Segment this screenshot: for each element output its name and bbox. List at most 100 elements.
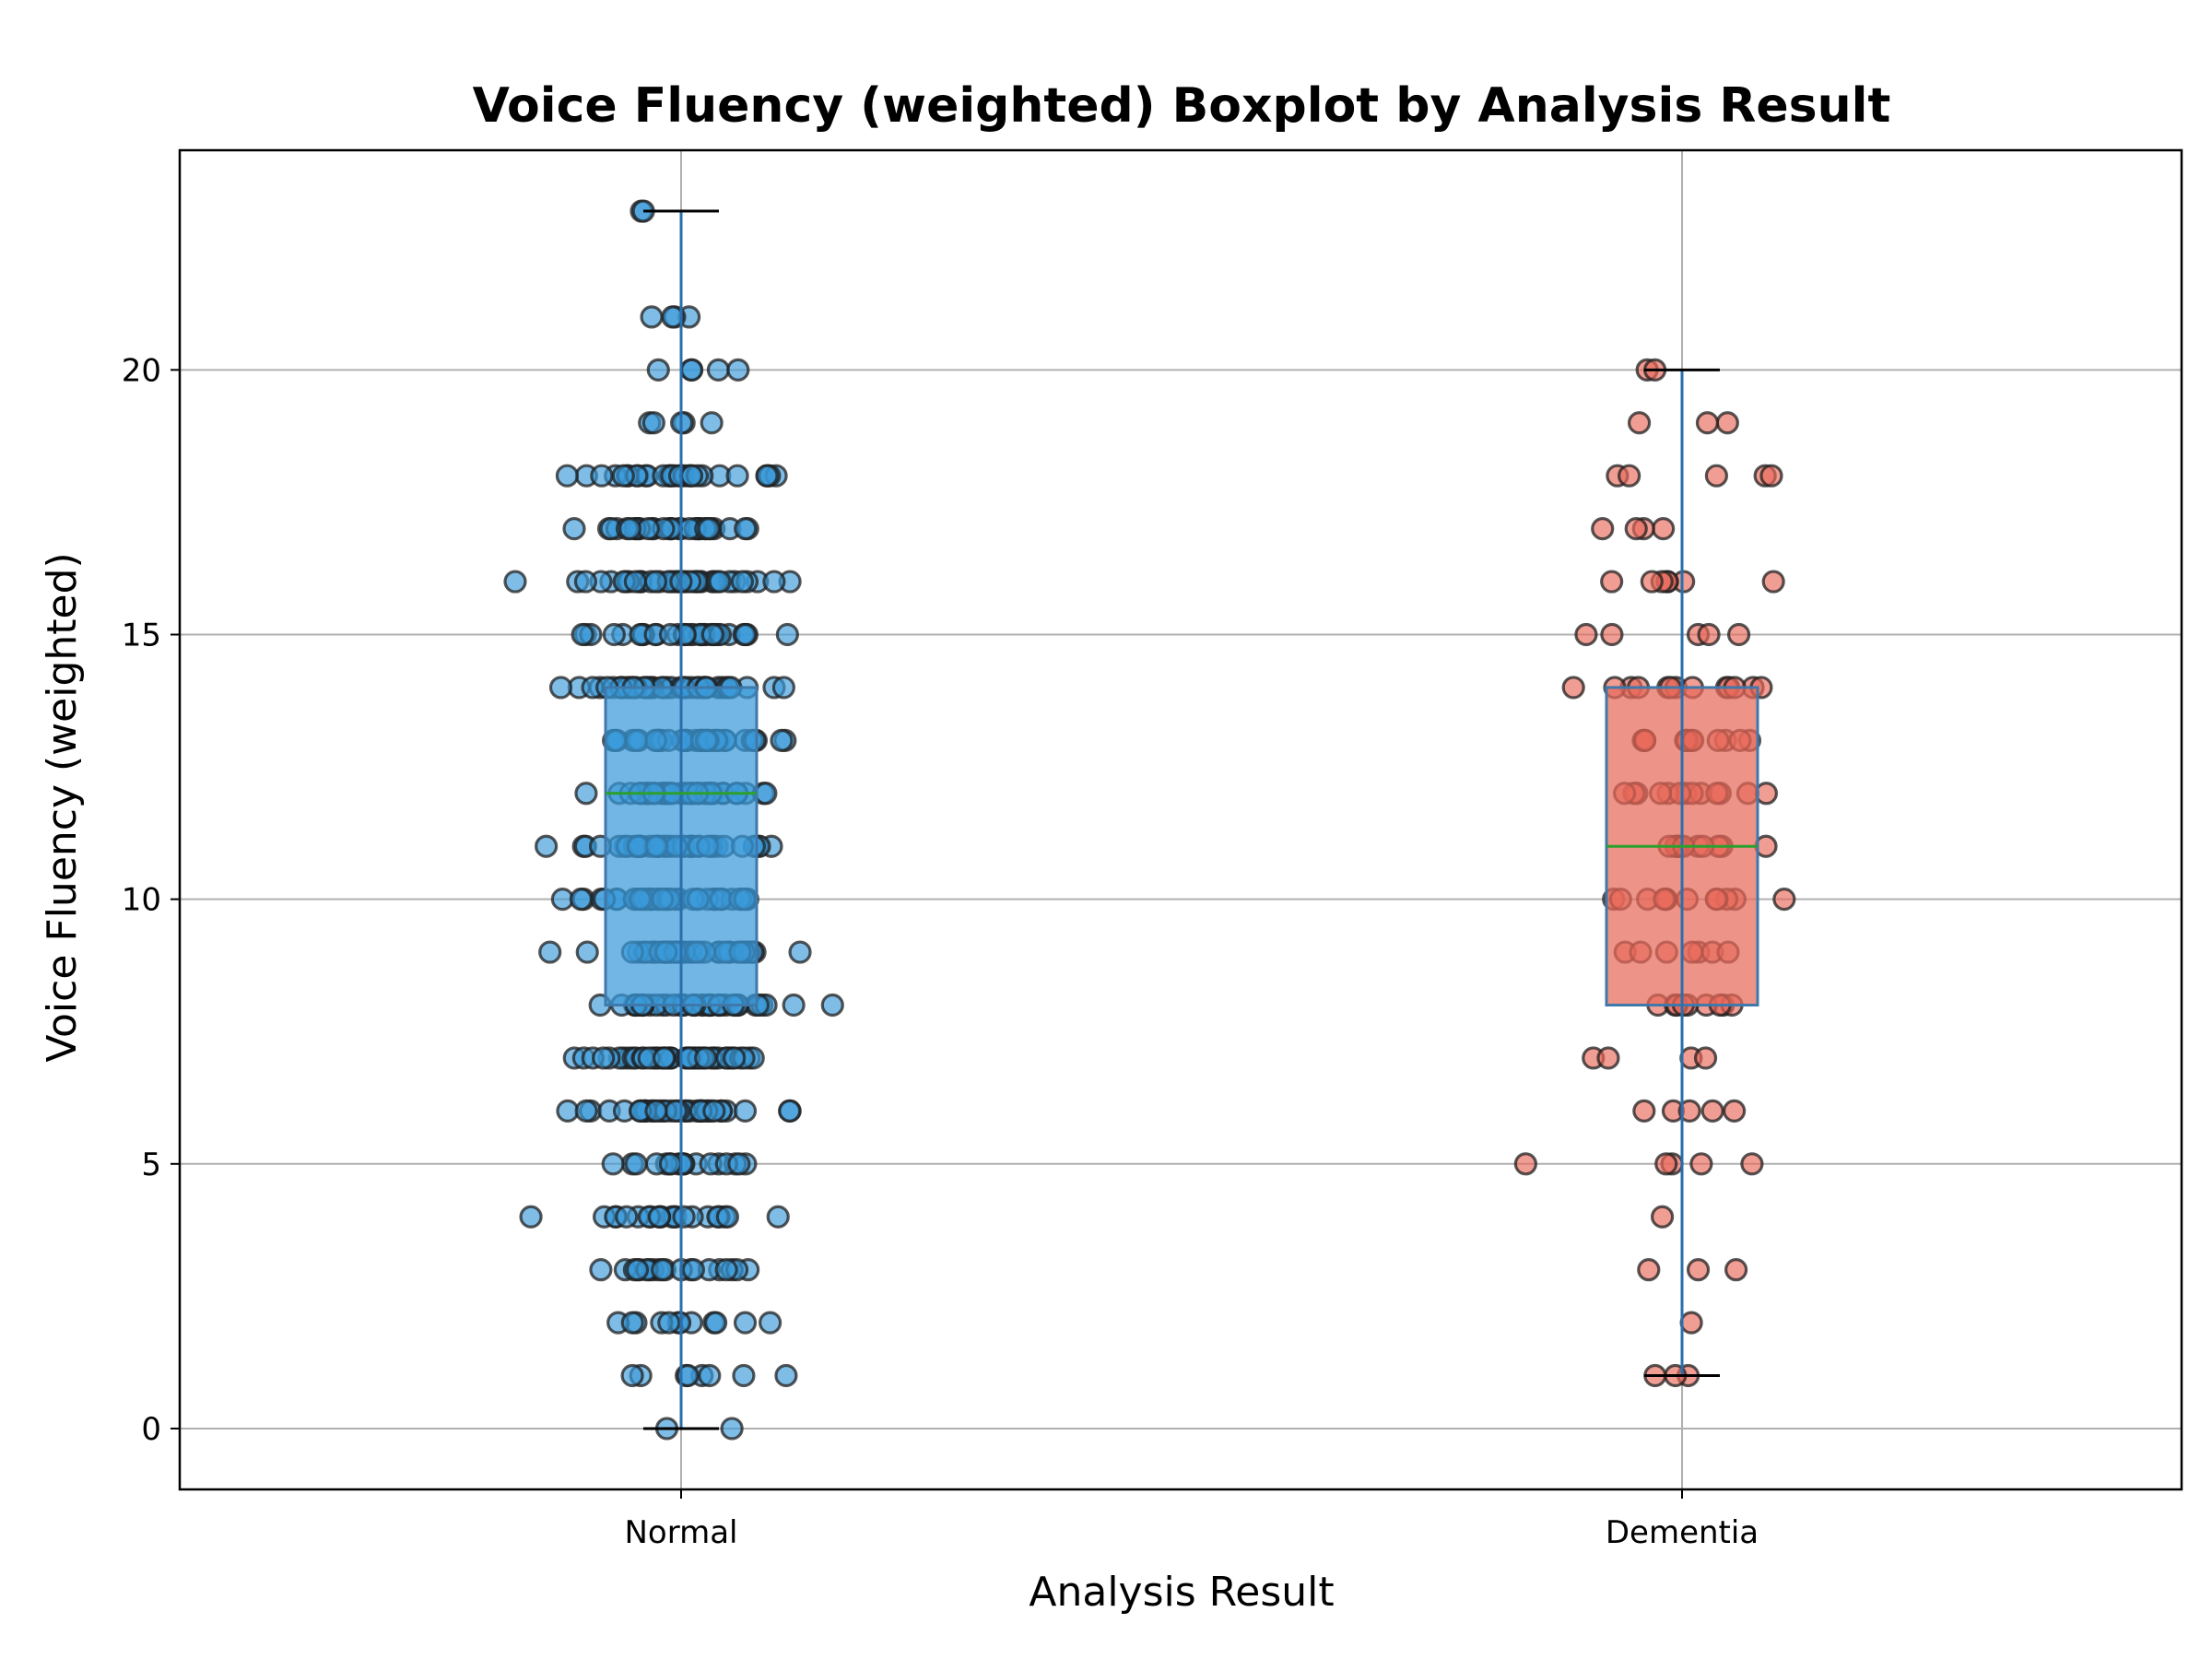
data-point-normal bbox=[715, 1205, 740, 1229]
data-point-normal bbox=[569, 888, 593, 912]
data-point-dementia bbox=[1724, 1258, 1748, 1282]
data-point-normal bbox=[562, 517, 586, 541]
data-point-normal bbox=[646, 358, 670, 382]
y-tick-label: 0 bbox=[141, 1411, 161, 1448]
data-point-normal bbox=[503, 570, 527, 594]
data-point-normal bbox=[726, 358, 750, 382]
data-point-dementia bbox=[1591, 517, 1615, 541]
data-point-normal bbox=[681, 1258, 705, 1282]
data-point-dementia bbox=[1632, 1099, 1656, 1123]
data-point-normal bbox=[727, 1152, 751, 1176]
data-point-normal bbox=[548, 676, 573, 700]
data-point-normal bbox=[625, 1258, 650, 1282]
data-point-dementia bbox=[1640, 570, 1664, 594]
data-point-dementia bbox=[1561, 676, 1585, 700]
x-tick-label-normal: Normal bbox=[624, 1514, 737, 1551]
data-point-normal bbox=[778, 1099, 802, 1123]
data-point-dementia bbox=[1695, 411, 1720, 435]
x-axis-label: Analysis Result bbox=[1029, 1569, 1334, 1616]
data-point-dementia bbox=[1600, 570, 1624, 594]
data-point-dementia bbox=[1627, 411, 1652, 435]
data-point-normal bbox=[770, 728, 794, 752]
data-point-normal bbox=[732, 1363, 756, 1388]
data-point-dementia bbox=[1761, 570, 1785, 594]
data-point-normal bbox=[771, 676, 795, 700]
chart-title: Voice Fluency (weighted) Boxplot by Anal… bbox=[473, 78, 1891, 134]
data-point-normal bbox=[611, 464, 635, 488]
data-point-normal bbox=[571, 622, 594, 647]
data-point-dementia bbox=[1600, 622, 1624, 647]
data-point-dementia bbox=[1704, 464, 1729, 488]
data-point-normal bbox=[623, 570, 647, 594]
data-point-normal bbox=[624, 1152, 648, 1176]
data-point-normal bbox=[733, 1311, 758, 1335]
data-point-normal bbox=[734, 622, 758, 647]
data-point-normal bbox=[820, 993, 844, 1018]
data-point-normal bbox=[733, 1099, 758, 1123]
boxes bbox=[604, 209, 1759, 1430]
data-point-normal bbox=[700, 411, 724, 435]
data-point-dementia bbox=[1618, 464, 1641, 488]
data-point-dementia bbox=[1723, 1099, 1747, 1123]
y-tick-label: 10 bbox=[122, 882, 161, 919]
data-point-normal bbox=[535, 834, 559, 858]
data-point-dementia bbox=[1652, 517, 1676, 541]
data-point-normal bbox=[720, 1417, 744, 1441]
data-point-normal bbox=[704, 1311, 728, 1335]
data-point-normal bbox=[664, 1099, 688, 1123]
data-point-dementia bbox=[1715, 411, 1739, 435]
data-point-dementia bbox=[1697, 622, 1721, 647]
data-point-normal bbox=[592, 1046, 616, 1070]
y-tick-label: 20 bbox=[122, 352, 161, 389]
data-point-dementia bbox=[1740, 1152, 1764, 1176]
data-point-normal bbox=[708, 570, 732, 594]
data-point-normal bbox=[698, 1363, 722, 1388]
data-point-normal bbox=[589, 1258, 613, 1282]
y-tick-label: 5 bbox=[141, 1147, 161, 1183]
data-point-normal bbox=[538, 940, 562, 964]
y-axis-label: Voice Fluency (weighted) bbox=[39, 552, 86, 1062]
data-point-dementia bbox=[1759, 464, 1783, 488]
data-point-normal bbox=[575, 940, 599, 964]
data-point-dementia bbox=[1689, 1152, 1713, 1176]
data-point-normal bbox=[762, 570, 786, 594]
data-point-dementia bbox=[1574, 622, 1598, 647]
x-tick-label-dementia: Dementia bbox=[1606, 1514, 1759, 1551]
data-point-normal bbox=[679, 358, 704, 382]
data-point-normal bbox=[723, 1046, 747, 1070]
axis-ticks: 0 5 10 15 20 Normal Dementia bbox=[122, 352, 1759, 1551]
data-point-dementia bbox=[1596, 1046, 1620, 1070]
data-point-normal bbox=[657, 1311, 681, 1335]
data-point-dementia bbox=[1700, 1099, 1724, 1123]
data-point-normal bbox=[658, 1152, 683, 1176]
data-point-normal bbox=[615, 1205, 639, 1229]
data-point-normal bbox=[730, 570, 755, 594]
data-point-normal bbox=[658, 622, 683, 647]
data-point-dementia bbox=[1637, 1258, 1661, 1282]
data-point-normal bbox=[782, 993, 806, 1018]
data-point-normal bbox=[755, 464, 779, 488]
data-point-normal bbox=[555, 464, 580, 488]
data-point-dementia bbox=[1693, 1046, 1718, 1070]
data-point-normal bbox=[700, 622, 724, 647]
data-point-normal bbox=[734, 517, 758, 541]
data-point-normal bbox=[676, 1363, 700, 1388]
data-point-normal bbox=[574, 782, 598, 806]
data-point-normal bbox=[775, 622, 799, 647]
data-point-normal bbox=[766, 1205, 790, 1229]
data-point-normal bbox=[672, 1205, 696, 1229]
data-point-normal bbox=[706, 358, 731, 382]
data-point-normal bbox=[652, 1046, 677, 1070]
plot-frame bbox=[178, 148, 2183, 1491]
data-point-normal bbox=[694, 1046, 718, 1070]
data-point-normal bbox=[702, 1099, 726, 1123]
data-point-normal bbox=[620, 1363, 644, 1388]
data-point-dementia bbox=[1726, 622, 1751, 647]
data-point-dementia bbox=[1677, 1099, 1701, 1123]
data-point-normal bbox=[519, 1205, 543, 1229]
data-point-normal bbox=[758, 1311, 782, 1335]
y-tick-label: 15 bbox=[122, 617, 161, 653]
data-point-normal bbox=[714, 1258, 738, 1282]
